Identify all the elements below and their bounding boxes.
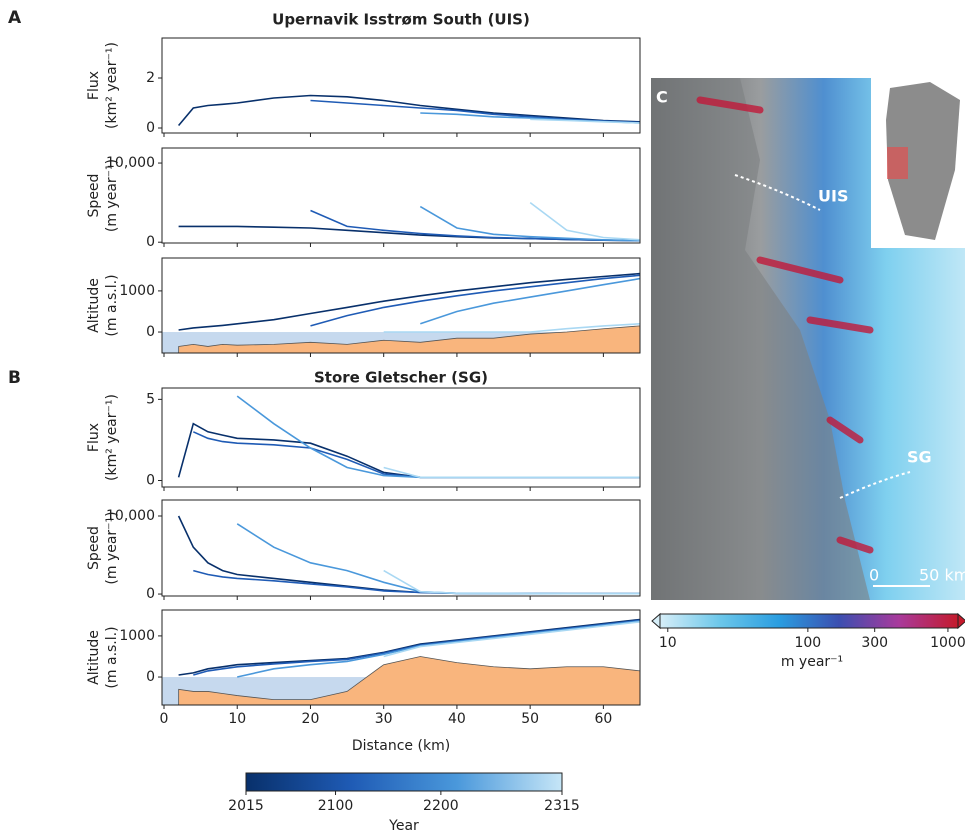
map: C UIS SG 0 50 km bbox=[651, 78, 965, 600]
x-tick-label: 30 bbox=[375, 711, 393, 727]
colorbar-tick-label: 2200 bbox=[423, 798, 459, 814]
y-tick-label: 0 bbox=[146, 324, 155, 340]
profile-line bbox=[383, 323, 640, 333]
axes-frame bbox=[161, 37, 641, 134]
y-axis-label: Altitude bbox=[86, 278, 102, 333]
map-label: SG bbox=[907, 448, 932, 467]
y-tick-label: 0 bbox=[146, 120, 155, 136]
panel-title: Store Gletscher (SG) bbox=[314, 369, 488, 387]
y-axis-label: (m a.s.l.) bbox=[104, 626, 120, 688]
profile-line bbox=[383, 621, 640, 658]
colorbar-tick-label: 100 bbox=[794, 635, 821, 651]
colorbar bbox=[245, 772, 563, 792]
colorbar bbox=[659, 613, 959, 629]
bedrock bbox=[178, 325, 640, 353]
panel-letter: A bbox=[8, 8, 22, 28]
axes-frame bbox=[161, 387, 641, 488]
profile-line bbox=[178, 272, 640, 331]
profile-line bbox=[236, 395, 640, 479]
y-tick-label: 2 bbox=[146, 70, 155, 86]
y-tick-label: 0 bbox=[146, 586, 155, 602]
y-axis-label: Flux bbox=[86, 71, 102, 100]
plot-area bbox=[162, 618, 640, 705]
x-tick-label: 10 bbox=[228, 711, 246, 727]
colorbar-tick-label: 300 bbox=[861, 635, 888, 651]
plot-area bbox=[177, 94, 640, 127]
y-axis-label: Speed bbox=[86, 174, 102, 218]
y-tick-label: 10,000 bbox=[106, 508, 155, 524]
profile-line bbox=[177, 422, 640, 479]
panel-letter: B bbox=[8, 368, 21, 388]
plot-area bbox=[178, 201, 640, 242]
axes-frame bbox=[161, 499, 641, 597]
colorbar-label: Year bbox=[388, 818, 419, 832]
profile-line bbox=[420, 277, 640, 325]
profile-line bbox=[310, 209, 640, 242]
scale-label: 50 km bbox=[919, 566, 965, 585]
y-tick-label: 10,000 bbox=[106, 155, 155, 171]
map-letter: C bbox=[656, 88, 668, 107]
greenland bbox=[886, 82, 960, 240]
y-axis-label: (m year⁻¹) bbox=[104, 159, 120, 232]
colorbar-label: m year⁻¹ bbox=[781, 654, 843, 670]
fast-flow bbox=[696, 96, 874, 554]
profile-line bbox=[530, 118, 640, 124]
x-tick-label: 50 bbox=[521, 711, 539, 727]
colorbar-extend bbox=[651, 612, 661, 630]
scale-label: 0 bbox=[869, 566, 879, 585]
y-tick-label: 0 bbox=[146, 234, 155, 250]
profile-line bbox=[529, 201, 640, 241]
y-axis-label: (km² year⁻¹) bbox=[104, 394, 120, 481]
colorbar-extend bbox=[957, 612, 965, 630]
y-axis-label: (km² year⁻¹) bbox=[104, 42, 120, 129]
y-axis-label: Altitude bbox=[86, 630, 102, 685]
colorbar-tick-label: 2315 bbox=[544, 798, 580, 814]
panel-title: Upernavik Isstrøm South (UIS) bbox=[272, 11, 530, 29]
y-axis-label: (m year⁻¹) bbox=[104, 511, 120, 584]
colorbar-tick-label: 2015 bbox=[228, 798, 264, 814]
colorbar-tick-label: 1000 bbox=[930, 635, 965, 651]
y-axis-label: (m a.s.l.) bbox=[104, 274, 120, 336]
x-axis-label: Distance (km) bbox=[352, 738, 450, 754]
y-tick-label: 1000 bbox=[119, 283, 155, 299]
profile-line bbox=[383, 466, 640, 479]
inset-box bbox=[887, 147, 908, 179]
x-tick-label: 0 bbox=[160, 711, 169, 727]
axes-frame bbox=[161, 257, 641, 354]
profile-line bbox=[419, 205, 640, 242]
x-tick-label: 40 bbox=[448, 711, 466, 727]
plot-area bbox=[177, 395, 640, 479]
sg-flowline bbox=[839, 471, 911, 499]
profile-line bbox=[383, 569, 640, 595]
profile-line bbox=[310, 274, 640, 327]
colorbar-tick-label: 10 bbox=[659, 635, 677, 651]
land bbox=[651, 78, 870, 600]
x-tick-label: 60 bbox=[594, 711, 612, 727]
x-tick-label: 20 bbox=[302, 711, 320, 727]
profile-line bbox=[177, 515, 640, 595]
y-tick-label: 0 bbox=[146, 669, 155, 685]
y-axis-label: Flux bbox=[86, 423, 102, 452]
axes-frame bbox=[161, 609, 641, 706]
y-tick-label: 0 bbox=[146, 473, 155, 489]
colorbar-tick-label: 2100 bbox=[318, 798, 354, 814]
profile-line bbox=[177, 94, 640, 127]
y-tick-label: 1000 bbox=[119, 628, 155, 644]
y-tick-label: 5 bbox=[146, 391, 155, 407]
plot-area bbox=[177, 515, 640, 595]
map-label: UIS bbox=[818, 187, 848, 206]
plot-area bbox=[162, 272, 640, 353]
bedrock bbox=[178, 656, 640, 705]
y-axis-label: Speed bbox=[86, 526, 102, 570]
axes-frame bbox=[161, 147, 641, 244]
